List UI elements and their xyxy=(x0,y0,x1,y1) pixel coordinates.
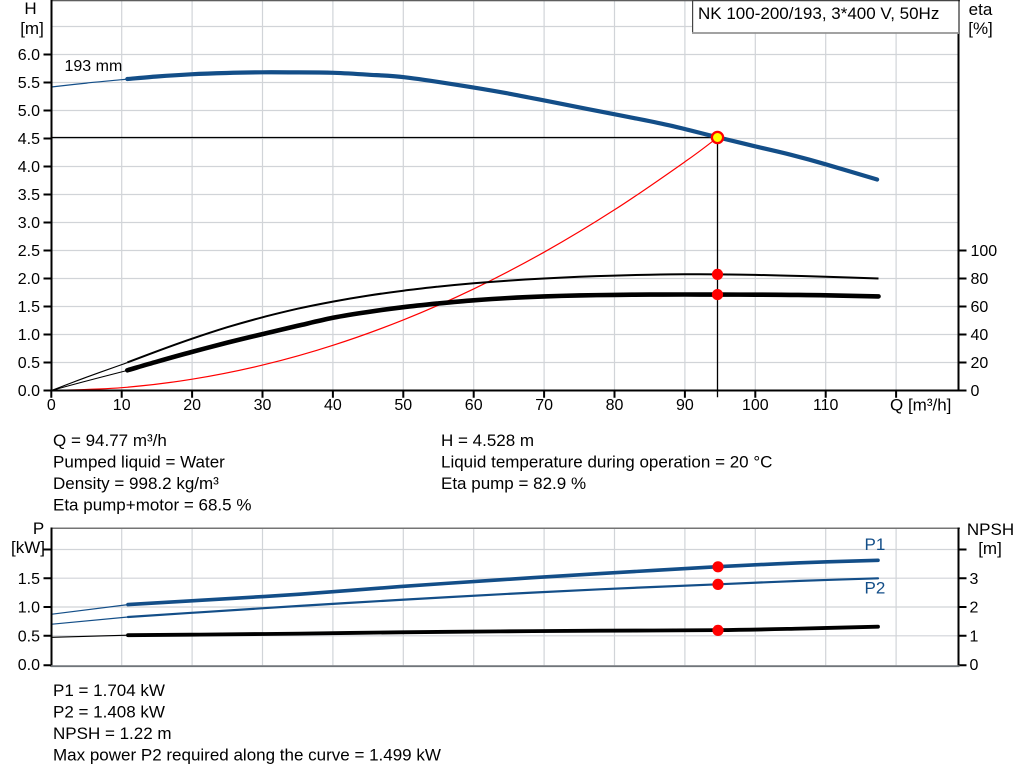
svg-text:40: 40 xyxy=(971,327,989,344)
svg-text:P: P xyxy=(33,519,44,538)
svg-text:0.0: 0.0 xyxy=(18,383,40,400)
svg-text:[m]: [m] xyxy=(20,19,44,38)
svg-text:P1: P1 xyxy=(865,535,886,554)
svg-text:5.0: 5.0 xyxy=(18,103,40,120)
svg-text:30: 30 xyxy=(254,397,272,414)
svg-text:80: 80 xyxy=(971,271,989,288)
svg-text:P1 = 1.704 kW: P1 = 1.704 kW xyxy=(53,681,165,700)
svg-text:0: 0 xyxy=(970,657,979,674)
svg-text:Max power P2 required along th: Max power P2 required along the curve = … xyxy=(53,746,441,765)
svg-text:1.5: 1.5 xyxy=(18,299,40,316)
svg-text:20: 20 xyxy=(183,397,201,414)
svg-text:3: 3 xyxy=(970,571,979,588)
svg-text:100: 100 xyxy=(971,243,998,260)
svg-text:70: 70 xyxy=(535,397,553,414)
svg-text:110: 110 xyxy=(813,397,839,414)
svg-text:50: 50 xyxy=(394,397,412,414)
svg-text:5.5: 5.5 xyxy=(18,75,40,92)
svg-text:3.5: 3.5 xyxy=(18,187,40,204)
svg-text:80: 80 xyxy=(606,397,624,414)
svg-text:4.5: 4.5 xyxy=(18,131,40,148)
svg-text:0: 0 xyxy=(971,383,980,400)
svg-text:[m]: [m] xyxy=(978,539,1002,558)
svg-text:2: 2 xyxy=(970,600,979,617)
svg-text:Q = 94.77 m³/h: Q = 94.77 m³/h xyxy=(53,431,167,450)
svg-text:60: 60 xyxy=(971,299,989,316)
svg-text:P2 = 1.408 kW: P2 = 1.408 kW xyxy=(53,703,165,722)
svg-text:2.5: 2.5 xyxy=(18,243,40,260)
svg-text:NPSH: NPSH xyxy=(967,520,1014,539)
svg-text:193 mm: 193 mm xyxy=(65,58,123,75)
svg-text:0: 0 xyxy=(47,397,56,414)
svg-text:1.0: 1.0 xyxy=(18,600,40,617)
svg-text:P2: P2 xyxy=(865,578,886,597)
svg-text:100: 100 xyxy=(742,397,769,414)
svg-text:NPSH = 1.22 m: NPSH = 1.22 m xyxy=(53,724,172,743)
svg-text:1.5: 1.5 xyxy=(18,571,40,588)
svg-text:1: 1 xyxy=(970,629,979,646)
svg-text:60: 60 xyxy=(465,397,483,414)
svg-text:6.0: 6.0 xyxy=(18,47,40,64)
svg-text:4.0: 4.0 xyxy=(18,159,40,176)
svg-text:20: 20 xyxy=(971,355,989,372)
svg-text:eta: eta xyxy=(969,0,993,19)
svg-text:0.0: 0.0 xyxy=(18,657,40,674)
svg-text:Pumped liquid = Water: Pumped liquid = Water xyxy=(53,453,225,472)
svg-text:3.0: 3.0 xyxy=(18,215,40,232)
svg-text:0.5: 0.5 xyxy=(18,355,40,372)
svg-text:Eta pump = 82.9 %: Eta pump = 82.9 % xyxy=(441,474,586,493)
svg-text:Q [m³/h]: Q [m³/h] xyxy=(890,395,951,414)
svg-text:40: 40 xyxy=(324,397,342,414)
svg-text:0.5: 0.5 xyxy=(18,629,40,646)
svg-text:H = 4.528 m: H = 4.528 m xyxy=(441,431,534,450)
svg-text:H: H xyxy=(24,0,36,18)
svg-text:Liquid temperature during oper: Liquid temperature during operation = 20… xyxy=(441,453,772,472)
svg-text:Eta pump+motor = 68.5 %: Eta pump+motor = 68.5 % xyxy=(53,496,251,515)
svg-text:2.0: 2.0 xyxy=(18,271,40,288)
svg-text:Density = 998.2 kg/m³: Density = 998.2 kg/m³ xyxy=(53,474,219,493)
svg-text:90: 90 xyxy=(676,397,694,414)
svg-text:[%]: [%] xyxy=(968,19,993,38)
svg-text:[kW]: [kW] xyxy=(11,538,45,557)
svg-text:NK 100-200/193, 3*400 V, 50Hz: NK 100-200/193, 3*400 V, 50Hz xyxy=(698,4,939,23)
svg-text:10: 10 xyxy=(113,397,131,414)
svg-text:1.0: 1.0 xyxy=(18,327,40,344)
